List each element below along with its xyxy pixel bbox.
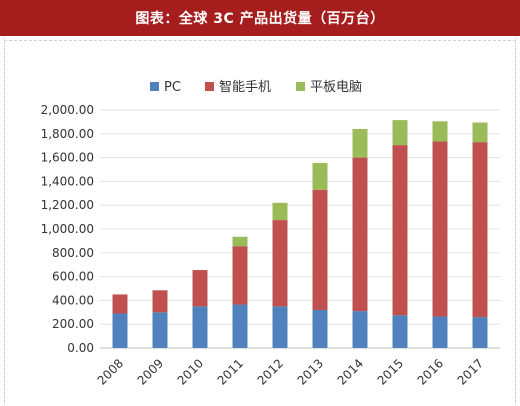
chart-frame — [4, 38, 516, 403]
bar-segment — [272, 220, 288, 307]
y-tick-label: 1,000.00 — [41, 222, 94, 236]
bar-segment — [112, 294, 128, 314]
bar-segment — [232, 246, 248, 305]
x-tick-label: 2014 — [335, 356, 366, 387]
bar-segment — [352, 157, 368, 312]
bar-segment — [232, 304, 248, 348]
chart-title: 图表：全球 3C 产品出货量（百万台） — [135, 11, 385, 27]
bar-segment — [432, 141, 448, 317]
bars — [112, 120, 488, 348]
y-tick-label: 1,600.00 — [41, 151, 94, 165]
bar-segment — [232, 236, 248, 247]
x-tick-label: 2012 — [255, 356, 286, 387]
bar-segment — [192, 270, 208, 307]
bar-segment — [312, 309, 328, 348]
y-tick-label: 1,400.00 — [41, 174, 94, 188]
bar-segment — [432, 316, 448, 348]
y-tick-label: 200.00 — [52, 317, 94, 331]
y-axis-ticks: 0.00 200.00 400.00 600.00 800.00 1,000.00 1,20… — [41, 103, 94, 355]
x-tick-label: 2017 — [455, 356, 486, 387]
legend-label: PC — [164, 80, 181, 95]
y-tick-label: 1,800.00 — [41, 127, 94, 141]
x-tick-label: 2009 — [135, 356, 166, 387]
bar-segment — [352, 129, 368, 158]
x-tick-label: 2013 — [295, 356, 326, 387]
x-tick-label: 2008 — [95, 356, 126, 387]
bar-segment — [472, 317, 488, 348]
x-tick-label: 2010 — [175, 356, 206, 387]
bar-segment — [472, 122, 488, 143]
bar-segment — [392, 315, 408, 348]
legend: PC 智能手机 平板电脑 — [150, 80, 362, 95]
chart-title-banner: 图表：全球 3C 产品出货量（百万台） — [0, 0, 520, 36]
y-tick-label: 600.00 — [52, 270, 94, 284]
bar-segment — [272, 202, 288, 221]
x-tick-label: 2016 — [415, 356, 446, 387]
bar-segment — [472, 142, 488, 318]
y-tick-label: 800.00 — [52, 246, 94, 260]
legend-swatch — [296, 82, 305, 91]
legend-swatch — [205, 82, 214, 91]
x-axis-ticks: 2008 2009 2010 2011 2012 2013 2014 2015 2016 2017 — [95, 356, 486, 387]
bar-segment — [112, 313, 128, 348]
y-tick-label: 400.00 — [52, 293, 94, 307]
y-tick-label: 2,000.00 — [41, 103, 94, 117]
legend-swatch — [150, 82, 159, 91]
bar-segment — [432, 121, 448, 142]
y-tick-label: 1,200.00 — [41, 198, 94, 212]
bar-segment — [312, 189, 328, 310]
legend-label: 平板电脑 — [310, 80, 362, 95]
bar-segment — [272, 306, 288, 348]
legend-label: 智能手机 — [219, 80, 271, 95]
x-tick-label: 2015 — [375, 356, 406, 387]
bar-segment — [152, 290, 168, 313]
separator-line — [4, 40, 516, 41]
bar-segment — [392, 145, 408, 316]
bar-segment — [392, 120, 408, 146]
bar-segment — [352, 311, 368, 348]
bar-segment — [152, 312, 168, 348]
x-tick-label: 2011 — [215, 356, 246, 387]
y-tick-label: 0.00 — [67, 341, 94, 355]
bar-segment — [192, 306, 208, 348]
bar-segment — [312, 162, 328, 190]
